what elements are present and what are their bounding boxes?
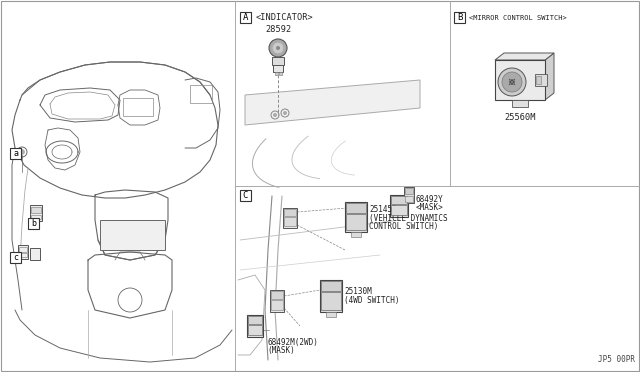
- Text: 25560M: 25560M: [504, 113, 536, 122]
- Text: (4WD SWITCH): (4WD SWITCH): [344, 295, 399, 305]
- Bar: [283, 208, 297, 228]
- Bar: [240, 12, 251, 23]
- Text: 28592: 28592: [265, 26, 291, 35]
- Text: 25145P: 25145P: [369, 205, 397, 215]
- Text: A: A: [243, 13, 248, 22]
- Bar: [495, 60, 545, 100]
- Bar: [31, 215, 41, 219]
- Bar: [391, 205, 407, 215]
- Text: 25130M: 25130M: [344, 288, 372, 296]
- Polygon shape: [545, 53, 554, 100]
- Circle shape: [502, 72, 522, 92]
- Circle shape: [498, 68, 526, 96]
- Bar: [405, 188, 413, 194]
- Bar: [390, 195, 408, 217]
- Bar: [270, 290, 284, 312]
- Circle shape: [19, 150, 24, 154]
- Polygon shape: [245, 80, 420, 125]
- Bar: [275, 72, 278, 75]
- Text: <MIRROR CONTROL SWITCH>: <MIRROR CONTROL SWITCH>: [469, 15, 567, 21]
- Bar: [190, 85, 212, 103]
- Text: (MASK): (MASK): [267, 346, 295, 356]
- Bar: [536, 76, 541, 84]
- Circle shape: [273, 43, 283, 53]
- Bar: [404, 187, 414, 203]
- Text: <INDICATOR>: <INDICATOR>: [256, 13, 314, 22]
- Bar: [346, 203, 366, 213]
- Bar: [10, 148, 21, 159]
- Bar: [271, 300, 283, 310]
- Bar: [272, 57, 284, 65]
- Bar: [279, 72, 282, 75]
- Circle shape: [276, 46, 280, 50]
- Text: 68492M(2WD): 68492M(2WD): [267, 339, 318, 347]
- Bar: [405, 196, 413, 202]
- Bar: [535, 74, 547, 86]
- Bar: [454, 12, 465, 23]
- Text: B: B: [457, 13, 462, 22]
- Text: b: b: [31, 219, 36, 228]
- Bar: [248, 316, 262, 324]
- Circle shape: [269, 39, 287, 57]
- Bar: [273, 65, 283, 72]
- Bar: [31, 207, 41, 213]
- Bar: [351, 232, 361, 237]
- Polygon shape: [495, 53, 554, 60]
- Bar: [123, 98, 153, 116]
- Bar: [28, 218, 39, 229]
- Text: a: a: [13, 149, 18, 158]
- Bar: [321, 292, 341, 310]
- Bar: [391, 196, 407, 204]
- Text: C: C: [243, 191, 248, 200]
- Text: c: c: [13, 253, 18, 262]
- Text: JP5 00PR: JP5 00PR: [598, 356, 635, 365]
- Bar: [321, 281, 341, 291]
- Bar: [18, 245, 28, 259]
- Bar: [30, 205, 42, 221]
- Bar: [10, 252, 21, 263]
- Bar: [346, 214, 366, 230]
- Circle shape: [273, 113, 277, 117]
- Bar: [247, 315, 263, 337]
- Bar: [100, 220, 165, 250]
- Bar: [271, 291, 283, 299]
- Circle shape: [283, 111, 287, 115]
- Bar: [19, 253, 27, 257]
- Bar: [345, 202, 367, 232]
- Text: (VEHICLE DYNAMICS: (VEHICLE DYNAMICS: [369, 214, 447, 222]
- Bar: [30, 248, 40, 260]
- Bar: [326, 312, 336, 317]
- Bar: [512, 100, 528, 107]
- Bar: [284, 217, 296, 226]
- Bar: [284, 209, 296, 216]
- Text: 68492Y: 68492Y: [416, 196, 444, 205]
- Text: CONTROL SWITCH): CONTROL SWITCH): [369, 221, 438, 231]
- Bar: [19, 247, 27, 252]
- Bar: [248, 325, 262, 335]
- Bar: [240, 190, 251, 201]
- Bar: [320, 280, 342, 312]
- Text: <MASK>: <MASK>: [416, 203, 444, 212]
